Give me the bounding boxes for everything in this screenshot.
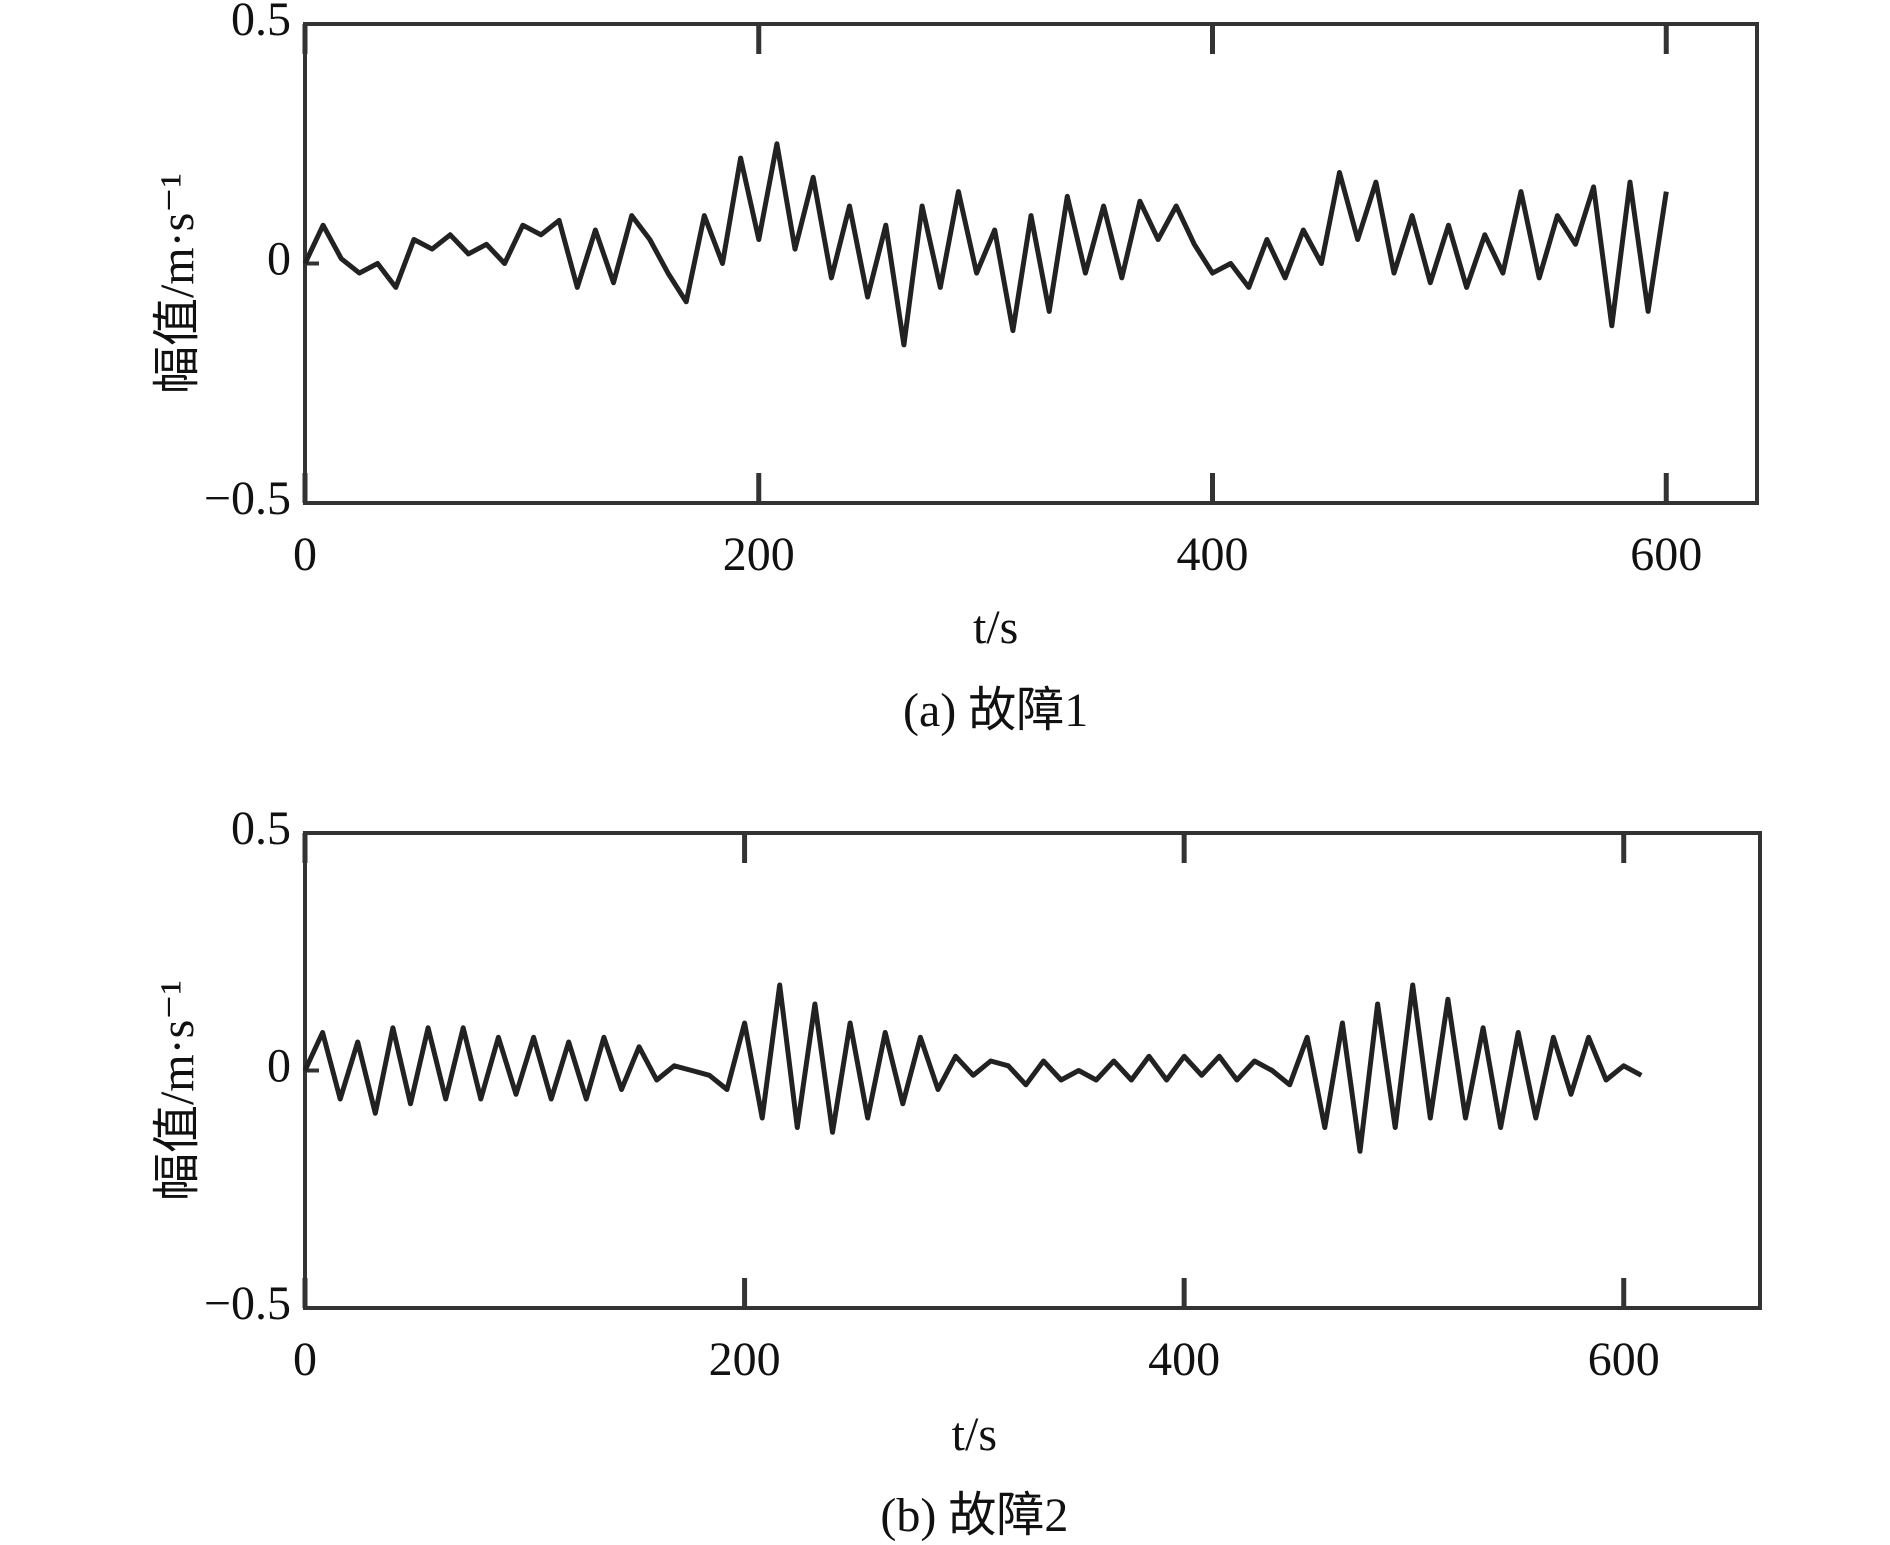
y-tick-label: −0.5 <box>204 1277 291 1330</box>
x-axis-label: t/s <box>952 1408 997 1461</box>
x-axis-label: t/s <box>973 601 1018 654</box>
y-tick-label: 0.5 <box>231 0 291 46</box>
caption: (b) 故障2 <box>880 1489 1068 1542</box>
signal-line <box>302 982 1643 1154</box>
x-tick-label: 600 <box>1630 528 1702 581</box>
y-tick-label: 0 <box>267 1040 291 1093</box>
signal-line <box>302 141 1669 348</box>
y-tick-label: −0.5 <box>204 472 291 525</box>
caption: (a) 故障1 <box>903 684 1088 737</box>
x-tick-label: 200 <box>709 1333 781 1386</box>
plot-frame <box>303 22 1759 505</box>
x-tick-label: 200 <box>723 528 795 581</box>
y-tick-label: 0 <box>267 233 291 286</box>
x-tick-label: 400 <box>1148 1333 1220 1386</box>
x-tick-label: 0 <box>293 528 317 581</box>
x-tick-label: 600 <box>1588 1333 1660 1386</box>
y-axis-label: 幅值/m·s⁻¹ <box>151 980 204 1201</box>
y-axis-label: 幅值/m·s⁻¹ <box>151 173 204 394</box>
y-tick-label: 0.5 <box>231 802 291 855</box>
x-tick-label: 0 <box>293 1333 317 1386</box>
x-tick-label: 400 <box>1177 528 1249 581</box>
